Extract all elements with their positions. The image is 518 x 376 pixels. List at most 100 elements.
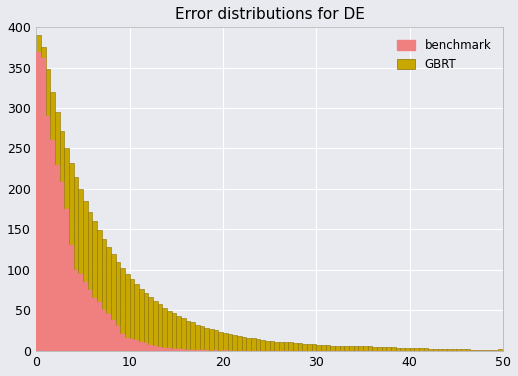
Bar bbox=[396, 348, 400, 350]
Bar bbox=[97, 302, 102, 350]
Bar bbox=[139, 289, 143, 350]
Bar bbox=[312, 344, 316, 350]
Bar bbox=[83, 201, 88, 350]
Bar bbox=[247, 338, 251, 350]
Bar bbox=[242, 337, 247, 350]
Bar bbox=[111, 320, 116, 350]
Bar bbox=[139, 342, 143, 350]
Bar bbox=[354, 346, 358, 350]
Bar bbox=[50, 140, 55, 350]
Bar bbox=[405, 348, 410, 350]
Bar bbox=[157, 347, 162, 350]
Bar bbox=[83, 282, 88, 350]
Bar bbox=[223, 333, 228, 350]
Bar bbox=[191, 322, 195, 350]
Bar bbox=[69, 163, 74, 350]
Bar bbox=[64, 149, 69, 350]
Bar bbox=[181, 349, 186, 350]
Bar bbox=[186, 321, 191, 350]
Bar bbox=[382, 347, 386, 350]
Bar bbox=[275, 342, 279, 350]
Bar bbox=[64, 209, 69, 350]
Bar bbox=[157, 305, 162, 350]
Bar bbox=[120, 268, 125, 350]
Bar bbox=[316, 345, 321, 350]
Bar bbox=[55, 165, 60, 350]
Bar bbox=[41, 47, 46, 350]
Bar bbox=[102, 239, 106, 350]
Bar bbox=[349, 346, 354, 350]
Bar bbox=[78, 274, 83, 350]
Bar bbox=[181, 318, 186, 350]
Bar bbox=[148, 345, 153, 350]
Bar bbox=[256, 339, 261, 350]
Bar bbox=[78, 189, 83, 350]
Bar bbox=[209, 329, 214, 350]
Bar bbox=[74, 177, 78, 350]
Bar bbox=[363, 346, 368, 350]
Bar bbox=[433, 349, 438, 350]
Bar bbox=[265, 341, 270, 350]
Bar bbox=[368, 346, 372, 350]
Bar bbox=[97, 230, 102, 350]
Bar bbox=[148, 297, 153, 350]
Bar bbox=[372, 347, 377, 350]
Bar bbox=[36, 52, 41, 350]
Bar bbox=[41, 58, 46, 350]
Bar bbox=[330, 346, 335, 350]
Bar bbox=[424, 348, 428, 350]
Bar bbox=[195, 324, 200, 350]
Bar bbox=[177, 316, 181, 350]
Bar bbox=[461, 349, 466, 350]
Bar bbox=[130, 339, 134, 350]
Bar bbox=[228, 334, 233, 350]
Bar bbox=[307, 344, 312, 350]
Bar bbox=[391, 347, 396, 350]
Bar bbox=[143, 343, 148, 350]
Bar bbox=[116, 262, 120, 350]
Bar bbox=[205, 328, 209, 350]
Bar bbox=[92, 298, 97, 350]
Bar bbox=[466, 349, 470, 350]
Bar bbox=[498, 349, 503, 350]
Bar bbox=[46, 69, 50, 350]
Bar bbox=[106, 314, 111, 350]
Bar bbox=[321, 345, 326, 350]
Legend: benchmark, GBRT: benchmark, GBRT bbox=[392, 33, 497, 77]
Bar bbox=[386, 347, 391, 350]
Bar bbox=[130, 279, 134, 350]
Bar bbox=[400, 348, 405, 350]
Bar bbox=[88, 290, 92, 350]
Bar bbox=[284, 343, 289, 350]
Bar bbox=[55, 112, 60, 350]
Bar bbox=[428, 349, 433, 350]
Bar bbox=[69, 246, 74, 350]
Bar bbox=[233, 335, 237, 350]
Bar bbox=[452, 349, 456, 350]
Bar bbox=[50, 92, 55, 350]
Bar bbox=[298, 343, 303, 350]
Bar bbox=[344, 346, 349, 350]
Bar bbox=[46, 116, 50, 350]
Bar bbox=[358, 346, 363, 350]
Bar bbox=[410, 348, 414, 350]
Bar bbox=[162, 308, 167, 350]
Bar bbox=[270, 341, 275, 350]
Bar bbox=[326, 345, 330, 350]
Title: Error distributions for DE: Error distributions for DE bbox=[175, 7, 365, 22]
Bar bbox=[214, 330, 219, 350]
Bar bbox=[442, 349, 447, 350]
Bar bbox=[134, 284, 139, 350]
Bar bbox=[162, 348, 167, 350]
Bar bbox=[200, 326, 205, 350]
Bar bbox=[88, 212, 92, 350]
Bar bbox=[102, 310, 106, 350]
Bar bbox=[125, 338, 130, 350]
Bar bbox=[340, 346, 344, 350]
Bar bbox=[447, 349, 452, 350]
Bar bbox=[153, 346, 157, 350]
Bar bbox=[153, 301, 157, 350]
Bar bbox=[134, 340, 139, 350]
Bar bbox=[293, 343, 298, 350]
Bar bbox=[237, 336, 242, 350]
